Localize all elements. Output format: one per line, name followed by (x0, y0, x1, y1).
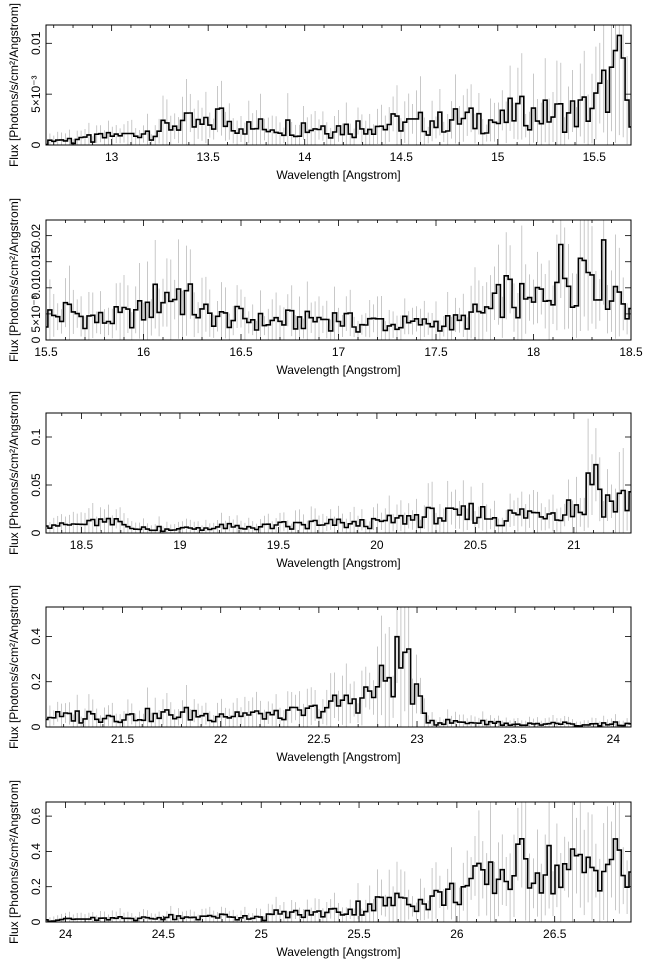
y-tick-label: 0.4 (29, 628, 43, 645)
x-tick-label: 20.5 (464, 538, 488, 552)
x-tick-label: 24.5 (152, 927, 176, 941)
error-bars (46, 802, 631, 922)
y-tick-label: 0 (29, 141, 43, 148)
spectrum-panel-4: 21.5 22 22.5 23 23.5 24 0 0.2 0.4 Wavelength [Ang… (7, 585, 632, 764)
x-tick-label: 13.5 (196, 150, 220, 164)
y-tick-label: 0.05 (29, 473, 43, 497)
x-tick-label: 15.5 (583, 150, 607, 164)
y-tick-label: 0.015 (29, 246, 43, 276)
y-tick-label: 0.01 (29, 276, 43, 300)
x-tick-label: 14.5 (390, 150, 414, 164)
y-tick-label: 0 (29, 529, 43, 536)
y-tick-label: 0.01 (29, 31, 43, 55)
x-tick-label: 22 (214, 732, 228, 746)
spectrum-panel-3: 18.5 19 19.5 20 20.5 21 0 0.05 0.1 Wavelength [An… (7, 391, 632, 570)
x-tick-label: 26 (450, 927, 464, 941)
series-line (46, 34, 631, 145)
y-tick-label: 0 (29, 723, 43, 730)
error-bars (46, 418, 631, 533)
y-axis-label: Flux [Photons/s/cm²/Angstrom] (7, 198, 21, 362)
x-tick-label: 20 (370, 538, 384, 552)
x-tick-label: 14 (298, 150, 312, 164)
x-tick-label: 22.5 (307, 732, 331, 746)
y-tick-label: 0.2 (29, 878, 43, 895)
y-tick-label: 0.6 (29, 807, 43, 824)
spectrum-panel-5: 24 24.5 25 25.5 26 26.5 0 0.2 0.4 0.6 Wavelength [… (7, 780, 632, 959)
plot-frame (45, 412, 632, 534)
x-axis-label: Wavelength [Angstrom] (276, 750, 400, 764)
y-tick-label: 0.2 (29, 673, 43, 690)
x-tick-label: 21 (567, 538, 581, 552)
x-tick-label: 17.5 (424, 345, 448, 359)
y-tick-label: 0.1 (29, 428, 43, 445)
y-tick-label: 0.02 (29, 224, 43, 248)
x-tick-label: 16 (137, 345, 151, 359)
y-tick-label: 0 (29, 918, 43, 925)
x-tick-label: 16.5 (229, 345, 253, 359)
series-line (46, 838, 631, 922)
x-tick-label: 21.5 (111, 732, 135, 746)
y-axis-label: Flux [Photons/s/cm²/Angstrom] (7, 780, 21, 944)
x-tick-label: 13 (105, 150, 119, 164)
error-bars (46, 607, 631, 727)
y-tick-label: 5×10⁻³ (29, 295, 43, 332)
x-axis-label: Wavelength [Angstrom] (276, 168, 400, 182)
x-axis-label: Wavelength [Angstrom] (276, 363, 400, 377)
x-axis-label: Wavelength [Angstrom] (276, 945, 400, 959)
spectrum-panel-2: 15.5 16 16.5 17 17.5 18 18.5 0 5×10⁻³0.010.0150.… (7, 198, 643, 377)
y-axis-label: Flux [Photons/s/cm²/Angstrom] (7, 3, 21, 167)
x-tick-label: 15 (491, 150, 505, 164)
series-line (46, 463, 631, 533)
y-tick-label: 0 (29, 336, 43, 343)
x-tick-label: 25 (255, 927, 269, 941)
y-axis-label: Flux [Photons/s/cm²/Angstrom] (7, 585, 21, 749)
x-tick-label: 17 (332, 345, 346, 359)
x-tick-label: 25.5 (347, 927, 371, 941)
plot-frame (45, 801, 632, 923)
x-tick-label: 18 (527, 345, 541, 359)
y-axis-label: Flux [Photons/s/cm²/Angstrom] (7, 391, 21, 555)
x-tick-label: 18.5 (70, 538, 94, 552)
x-tick-label: 15.5 (34, 345, 58, 359)
spectrum-panel-1: 13 13.5 14 14.5 15 15.5 0 5×10⁻³ 0.01 Wavelength … (7, 3, 632, 182)
x-tick-label: 23 (410, 732, 424, 746)
series-line (46, 635, 631, 727)
x-tick-label: 19.5 (267, 538, 291, 552)
y-tick-label: 5×10⁻³ (29, 75, 43, 112)
x-tick-label: 26.5 (543, 927, 567, 941)
series-line (46, 239, 631, 333)
x-axis-label: Wavelength [Angstrom] (276, 556, 400, 570)
x-tick-label: 24 (59, 927, 73, 941)
plot-frame (45, 24, 632, 146)
x-tick-label: 19 (173, 538, 187, 552)
y-tick-label: 0.4 (29, 843, 43, 860)
x-tick-label: 24 (607, 732, 621, 746)
x-tick-label: 23.5 (503, 732, 527, 746)
x-tick-label: 18.5 (619, 345, 643, 359)
